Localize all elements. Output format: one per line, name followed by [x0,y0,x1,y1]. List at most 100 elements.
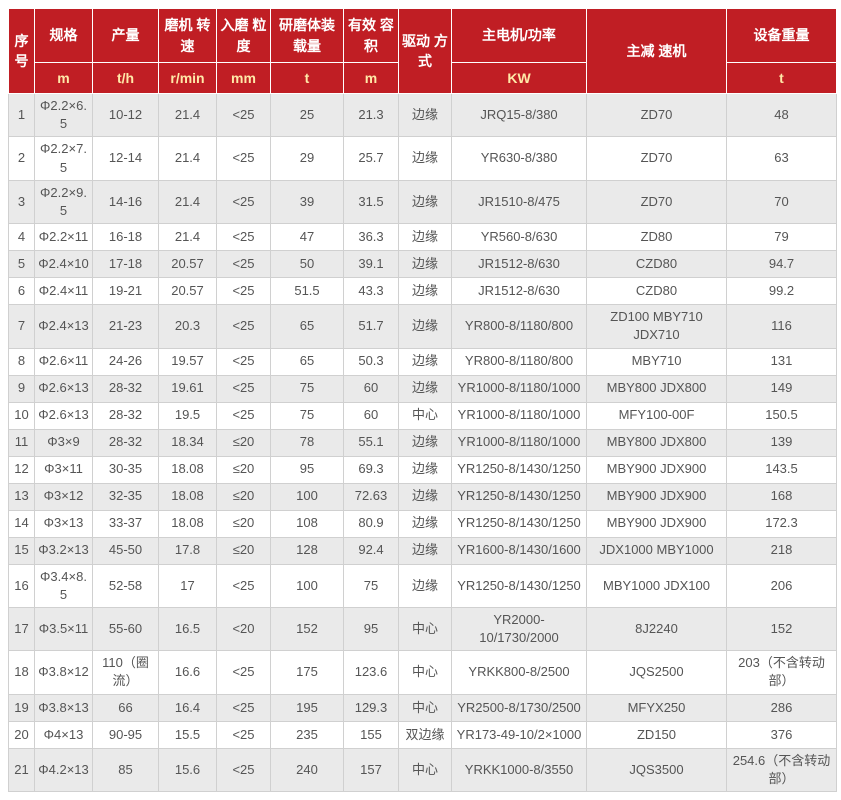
cell-capacity: 28-32 [92,428,159,457]
cell-spec: Φ3.8×13 [34,693,93,722]
cell-volume: 92.4 [343,536,399,565]
cell-index: 16 [8,563,35,608]
cell-media-load: 75 [270,401,344,430]
cell-volume: 39.1 [343,250,399,279]
cell-capacity: 19-21 [92,277,159,306]
table-row: 19 Φ3.8×13 66 16.4 <25 195 129.3 中心 YR2500-8/173… [8,693,837,722]
cell-speed: 19.61 [158,374,217,403]
cell-capacity: 28-32 [92,374,159,403]
cell-index: 1 [8,92,35,138]
cell-speed: 16.4 [158,693,217,722]
cell-feed-size: <25 [216,563,271,608]
cell-capacity: 32-35 [92,482,159,511]
cell-reducer: ZD100 MBY710 JDX710 [586,304,727,349]
cell-feed-size: ≤20 [216,428,271,457]
cell-feed-size: <25 [216,223,271,252]
table-row: 2 Φ2.2×7.5 12-14 21.4 <25 29 25.7 边缘 YR630-8/380… [8,136,837,181]
cell-reducer: MBY900 JDX900 [586,482,727,511]
cell-motor-power: YR1000-8/1180/1000 [451,428,587,457]
cell-motor-power: YR1000-8/1180/1000 [451,401,587,430]
cell-spec: Φ2.4×13 [34,304,93,349]
column-unit-motor-power: KW [451,62,587,94]
table-body: 1 Φ2.2×6.5 10-12 21.4 <25 25 21.3 边缘 JRQ15-8/380… [8,92,837,793]
cell-drive: 边缘 [398,347,452,376]
column-header-motor-power: 主电机/功率 [451,8,587,63]
cell-drive: 边缘 [398,277,452,306]
cell-index: 20 [8,720,35,749]
cell-weight: 48 [726,92,837,138]
cell-drive: 边缘 [398,428,452,457]
cell-volume: 72.63 [343,482,399,511]
cell-capacity: 14-16 [92,179,159,225]
table-row: 7 Φ2.4×13 21-23 20.3 <25 65 51.7 边缘 YR800-8/1180… [8,304,837,349]
cell-feed-size: <25 [216,92,271,138]
cell-feed-size: ≤20 [216,509,271,538]
cell-speed: 18.08 [158,509,217,538]
cell-capacity: 21-23 [92,304,159,349]
cell-capacity: 52-58 [92,563,159,608]
cell-reducer: ZD70 [586,179,727,225]
cell-weight: 94.7 [726,250,837,279]
cell-weight: 254.6（不含转动部） [726,747,837,793]
cell-drive: 边缘 [398,563,452,608]
cell-motor-power: YR1600-8/1430/1600 [451,536,587,565]
cell-capacity: 66 [92,693,159,722]
cell-index: 12 [8,455,35,484]
cell-volume: 60 [343,374,399,403]
cell-index: 19 [8,693,35,722]
cell-motor-power: YRKK800-8/2500 [451,650,587,695]
cell-capacity: 28-32 [92,401,159,430]
cell-feed-size: <25 [216,650,271,695]
cell-volume: 36.3 [343,223,399,252]
cell-spec: Φ4.2×13 [34,747,93,793]
table-row: 14 Φ3×13 33-37 18.08 ≤20 108 80.9 边缘 YR1250-8/14… [8,509,837,538]
cell-weight: 79 [726,223,837,252]
cell-volume: 50.3 [343,347,399,376]
cell-volume: 129.3 [343,693,399,722]
column-unit-spec: m [34,62,93,94]
mill-specs-table: 序号 规格 产量 磨机 转速 入磨 粒度 研磨体装载量 有效 容积 驱动 方式 主电机/功率 主减… [8,8,837,793]
cell-volume: 43.3 [343,277,399,306]
cell-reducer: ZD80 [586,223,727,252]
cell-weight: 218 [726,536,837,565]
cell-spec: Φ3×12 [34,482,93,511]
cell-weight: 152 [726,606,837,652]
cell-speed: 21.4 [158,223,217,252]
cell-speed: 15.5 [158,720,217,749]
column-header-speed: 磨机 转速 [158,8,217,63]
cell-motor-power: JR1512-8/630 [451,277,587,306]
cell-media-load: 47 [270,223,344,252]
cell-spec: Φ2.4×10 [34,250,93,279]
cell-volume: 69.3 [343,455,399,484]
cell-capacity: 10-12 [92,92,159,138]
cell-media-load: 65 [270,304,344,349]
cell-drive: 边缘 [398,92,452,138]
cell-speed: 18.08 [158,482,217,511]
column-header-media-load: 研磨体装载量 [270,8,344,63]
cell-speed: 20.57 [158,277,217,306]
cell-index: 2 [8,136,35,181]
cell-media-load: 195 [270,693,344,722]
cell-spec: Φ3.2×13 [34,536,93,565]
cell-media-load: 51.5 [270,277,344,306]
cell-index: 3 [8,179,35,225]
column-unit-weight: t [726,62,837,94]
cell-motor-power: YR1250-8/1430/1250 [451,509,587,538]
cell-weight: 131 [726,347,837,376]
column-header-volume: 有效 容积 [343,8,399,63]
cell-motor-power: YR560-8/630 [451,223,587,252]
cell-weight: 99.2 [726,277,837,306]
column-unit-feed-size: mm [216,62,271,94]
column-header-capacity: 产量 [92,8,159,63]
cell-reducer: ZD70 [586,92,727,138]
cell-media-load: 25 [270,92,344,138]
cell-capacity: 110（圈流） [92,650,159,695]
cell-media-load: 128 [270,536,344,565]
cell-speed: 19.57 [158,347,217,376]
cell-drive: 边缘 [398,179,452,225]
cell-volume: 25.7 [343,136,399,181]
cell-drive: 边缘 [398,374,452,403]
cell-spec: Φ3×11 [34,455,93,484]
cell-weight: 286 [726,693,837,722]
